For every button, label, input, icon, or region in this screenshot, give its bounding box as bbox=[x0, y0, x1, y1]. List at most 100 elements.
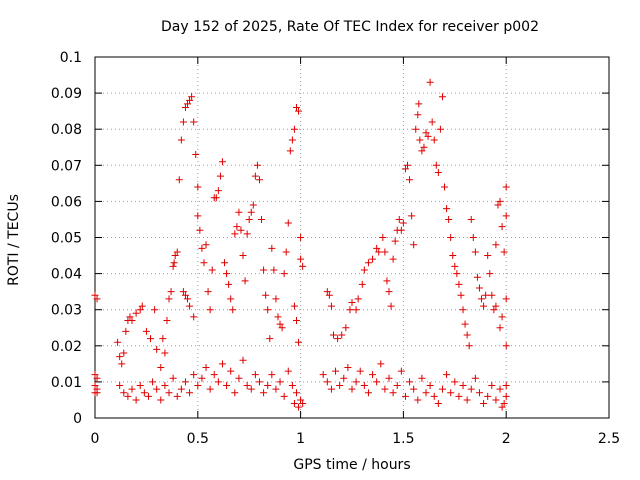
data-point bbox=[412, 125, 420, 133]
data-point bbox=[449, 252, 457, 260]
data-point bbox=[379, 234, 387, 241]
data-point bbox=[128, 385, 136, 393]
data-point bbox=[268, 371, 276, 379]
data-point bbox=[463, 331, 471, 339]
data-point bbox=[490, 306, 498, 314]
data-point bbox=[173, 392, 181, 400]
data-point bbox=[198, 244, 206, 252]
grid-lines bbox=[95, 57, 609, 418]
data-point bbox=[395, 215, 403, 223]
data-point bbox=[327, 302, 335, 310]
data-point bbox=[426, 78, 434, 86]
data-point bbox=[471, 248, 479, 256]
data-point bbox=[138, 302, 146, 310]
data-point bbox=[332, 367, 340, 375]
data-point bbox=[352, 378, 360, 386]
data-point bbox=[502, 212, 510, 220]
data-point bbox=[235, 374, 243, 382]
data-point bbox=[245, 215, 253, 223]
data-point bbox=[415, 100, 423, 108]
data-point bbox=[358, 280, 366, 288]
data-point bbox=[299, 400, 307, 408]
data-point bbox=[397, 226, 405, 234]
data-point bbox=[426, 382, 434, 390]
data-point bbox=[181, 291, 189, 299]
data-point bbox=[438, 385, 446, 393]
data-point bbox=[502, 183, 510, 191]
data-point bbox=[186, 389, 194, 397]
data-point bbox=[340, 374, 348, 382]
data-point bbox=[280, 392, 288, 400]
data-point bbox=[116, 353, 124, 361]
data-point bbox=[266, 335, 274, 343]
data-point bbox=[255, 176, 263, 184]
data-point bbox=[288, 382, 296, 390]
data-point bbox=[136, 306, 144, 314]
data-point bbox=[253, 161, 261, 169]
data-point bbox=[354, 295, 362, 303]
data-point bbox=[482, 291, 490, 299]
data-point bbox=[225, 280, 233, 288]
data-point bbox=[231, 389, 239, 397]
data-point bbox=[381, 248, 389, 256]
data-point bbox=[186, 302, 194, 310]
data-point bbox=[459, 306, 467, 314]
data-point bbox=[334, 335, 342, 343]
data-point bbox=[190, 118, 198, 126]
data-point bbox=[494, 201, 502, 209]
data-point bbox=[434, 400, 442, 408]
data-point bbox=[194, 183, 202, 191]
data-point bbox=[91, 382, 99, 390]
x-tick-label: 1 bbox=[296, 431, 305, 447]
data-point bbox=[214, 378, 222, 386]
data-point bbox=[179, 118, 187, 126]
data-point bbox=[179, 288, 187, 296]
data-point bbox=[247, 385, 255, 393]
data-point bbox=[200, 259, 208, 267]
data-point bbox=[124, 392, 132, 400]
x-axis-label: GPS time / hours bbox=[293, 457, 411, 473]
data-point bbox=[500, 400, 508, 408]
data-point bbox=[264, 306, 272, 314]
data-point bbox=[196, 226, 204, 234]
data-point bbox=[434, 169, 442, 177]
data-point bbox=[290, 302, 298, 310]
data-point bbox=[475, 389, 483, 397]
data-point bbox=[399, 219, 407, 227]
data-point bbox=[93, 374, 101, 382]
data-point bbox=[453, 270, 461, 278]
data-point bbox=[385, 374, 393, 382]
data-point bbox=[120, 349, 128, 357]
y-tick-label: 0.08 bbox=[51, 122, 82, 138]
data-point bbox=[344, 363, 352, 371]
data-point bbox=[319, 371, 327, 379]
data-point bbox=[202, 363, 210, 371]
data-point bbox=[159, 335, 167, 343]
data-point bbox=[170, 259, 178, 267]
data-point bbox=[184, 100, 192, 108]
data-point bbox=[272, 385, 280, 393]
data-point bbox=[492, 241, 500, 249]
chart-title: Day 152 of 2025, Rate Of TEC Index for r… bbox=[161, 19, 539, 35]
data-point bbox=[274, 313, 282, 321]
data-point bbox=[387, 302, 395, 310]
data-point bbox=[451, 262, 459, 270]
data-point bbox=[360, 266, 368, 274]
data-point bbox=[295, 338, 303, 346]
data-point bbox=[290, 125, 298, 133]
data-point bbox=[422, 389, 430, 397]
data-point bbox=[295, 107, 303, 115]
data-point bbox=[169, 262, 177, 270]
data-point bbox=[190, 313, 198, 321]
data-point bbox=[163, 317, 171, 325]
data-point bbox=[278, 324, 286, 332]
data-point bbox=[323, 378, 331, 386]
data-point bbox=[455, 392, 463, 400]
data-point bbox=[488, 382, 496, 390]
data-point bbox=[498, 313, 506, 321]
data-point bbox=[381, 385, 389, 393]
data-point bbox=[484, 392, 492, 400]
data-point bbox=[255, 378, 263, 386]
data-point bbox=[280, 270, 288, 278]
data-point bbox=[126, 313, 134, 321]
